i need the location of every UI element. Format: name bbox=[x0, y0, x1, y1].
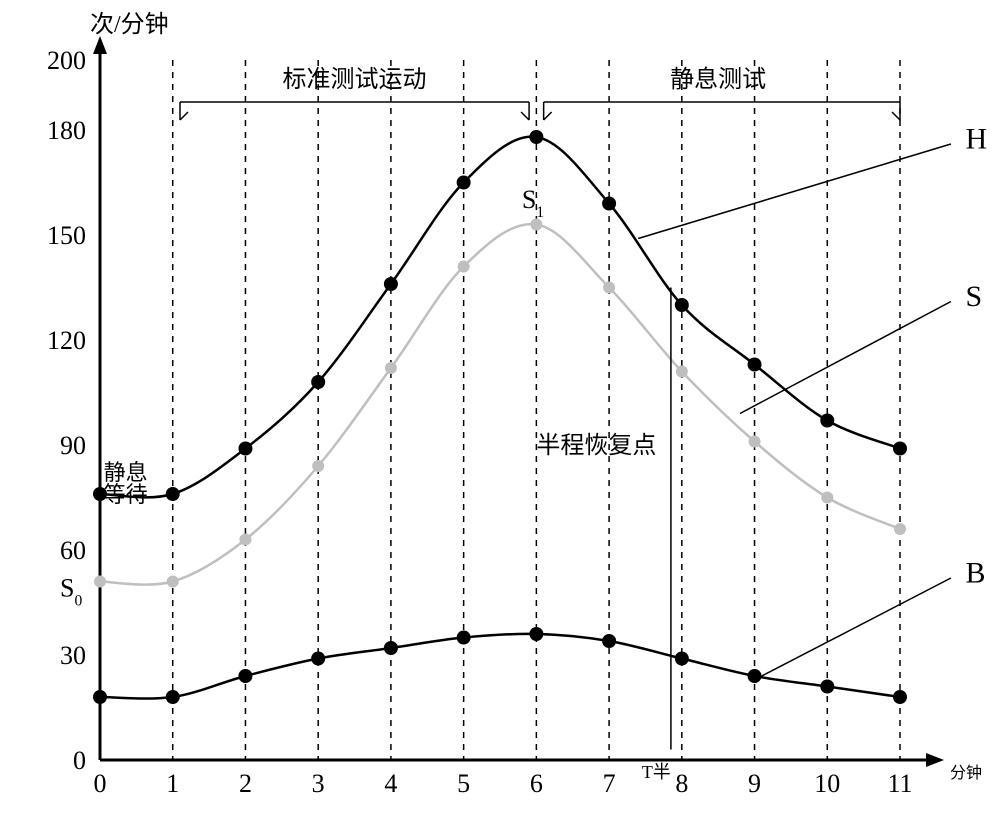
series-B-point bbox=[238, 669, 252, 683]
series-H-point bbox=[457, 176, 471, 190]
series-S-point bbox=[239, 534, 251, 546]
y-axis-label: 次/分钟 bbox=[90, 11, 169, 38]
y-tick-label: 150 bbox=[47, 221, 86, 250]
x-tick-label: 9 bbox=[748, 769, 761, 798]
chart-bg bbox=[0, 0, 1000, 828]
series-H-point bbox=[529, 130, 543, 144]
y-tick-label: 180 bbox=[47, 116, 86, 145]
x-tick-label: 11 bbox=[887, 769, 912, 798]
series-S-point bbox=[894, 523, 906, 535]
x-tick-label: 2 bbox=[239, 769, 252, 798]
y-tick-label: 30 bbox=[60, 641, 86, 670]
half-recovery-label: 半程恢复点 bbox=[536, 432, 656, 459]
series-B-point bbox=[893, 690, 907, 704]
series-S-point bbox=[821, 492, 833, 504]
series-B-point bbox=[311, 652, 325, 666]
y-tick-label: 90 bbox=[60, 431, 86, 460]
series-H-point bbox=[820, 414, 834, 428]
series-H-point bbox=[675, 298, 689, 312]
series-B-point bbox=[93, 690, 107, 704]
series-B-point bbox=[748, 669, 762, 683]
series-H-point bbox=[311, 375, 325, 389]
x-tick-label: 3 bbox=[312, 769, 325, 798]
series-B-point bbox=[675, 652, 689, 666]
rest-wait-label: 等待 bbox=[104, 482, 148, 507]
series-S-point bbox=[603, 282, 615, 294]
series-S-label: S bbox=[965, 280, 982, 313]
series-B-point bbox=[820, 680, 834, 694]
series-S-point bbox=[749, 436, 761, 448]
x-tick-label: 10 bbox=[814, 769, 840, 798]
t-half-label: T半 bbox=[642, 762, 671, 782]
x-tick-label: 8 bbox=[675, 769, 688, 798]
x-tick-label: 4 bbox=[384, 769, 397, 798]
x-tick-label: 6 bbox=[530, 769, 543, 798]
series-B-point bbox=[166, 690, 180, 704]
series-B-point bbox=[602, 634, 616, 648]
y-tick-label: 120 bbox=[47, 326, 86, 355]
series-B-label: B bbox=[965, 557, 985, 590]
series-H-point bbox=[893, 442, 907, 456]
line-chart: 0 30 60 90 120 150 180 200 0 1 2 3 4 5 6 7 8 9 10 11 次/分钟分钟 S… bbox=[0, 0, 1000, 828]
x-tick-label: 1 bbox=[166, 769, 179, 798]
series-S-point bbox=[385, 362, 397, 374]
series-S-point bbox=[94, 576, 106, 588]
series-H-point bbox=[166, 487, 180, 501]
series-H-point bbox=[602, 197, 616, 211]
series-B-point bbox=[529, 627, 543, 641]
chart-container: 0 30 60 90 120 150 180 200 0 1 2 3 4 5 6 7 8 9 10 11 次/分钟分钟 S… bbox=[0, 0, 1000, 828]
y-tick-label: 0 bbox=[73, 746, 86, 775]
x-tick-label: 7 bbox=[603, 769, 616, 798]
series-S-point bbox=[458, 261, 470, 273]
phase-label: 静息测试 bbox=[670, 66, 766, 93]
x-tick-label: 0 bbox=[94, 769, 107, 798]
series-S-point bbox=[312, 460, 324, 472]
series-H-point bbox=[384, 277, 398, 291]
phase-label: 标准测试运动 bbox=[283, 66, 427, 93]
y-tick-label: 200 bbox=[47, 46, 86, 75]
series-B-point bbox=[457, 631, 471, 645]
series-S-point bbox=[167, 576, 179, 588]
series-S-point bbox=[676, 366, 688, 378]
series-H-point bbox=[238, 442, 252, 456]
y-tick-label: 60 bbox=[60, 536, 86, 565]
x-axis-label: 分钟 bbox=[950, 764, 982, 782]
series-B-point bbox=[384, 641, 398, 655]
series-H-label: H bbox=[965, 123, 987, 156]
series-H-point bbox=[748, 358, 762, 372]
x-tick-label: 5 bbox=[457, 769, 470, 798]
